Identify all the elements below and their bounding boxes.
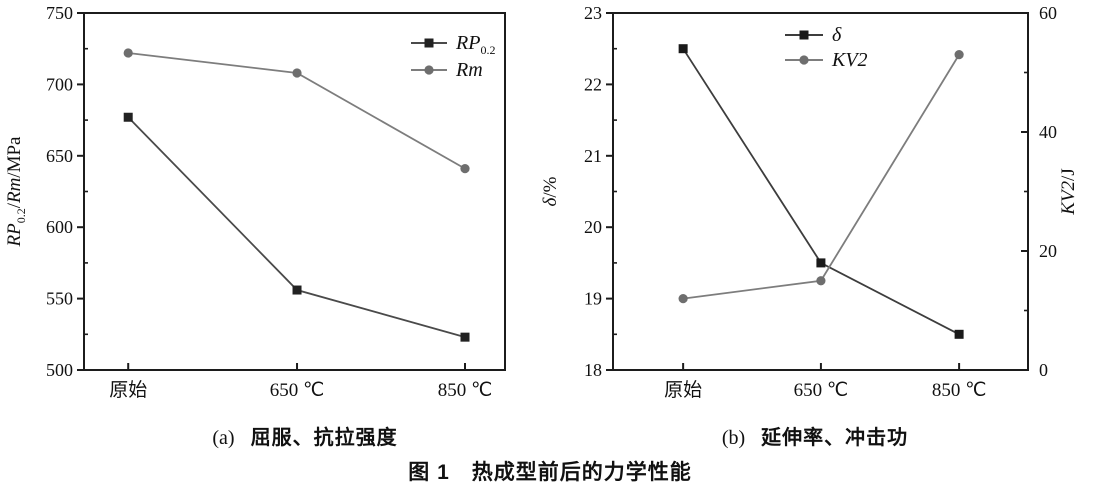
data-point-marker <box>954 329 964 339</box>
chart-panel-a: 500 550 600 650 700 750 RP0.2/Rm/MPa 原始 650 ℃ 850… <box>4 3 506 401</box>
legend-marker <box>424 38 434 48</box>
data-point-marker <box>816 276 826 286</box>
y-tick-label: 60 <box>1039 3 1057 23</box>
legend-label: KV2 <box>831 49 868 71</box>
data-point-marker <box>460 164 470 174</box>
x-tick-label: 650 ℃ <box>794 380 849 401</box>
legend: RP0.2Rm <box>411 32 495 81</box>
figure-caption-number: 图 1 <box>408 461 450 484</box>
y-tick-label: 750 <box>46 3 73 23</box>
plot-frame <box>612 12 1029 371</box>
chart-panel-b: 18 19 20 21 22 23 δ/% 0 20 40 60 KV2/J 原始 650 ℃ 850 ℃ δ… <box>540 3 1079 401</box>
y-tick-label: 700 <box>46 74 73 94</box>
panel-b-caption-prefix: (b) <box>721 427 746 449</box>
plot-frame <box>83 12 506 371</box>
legend-label: RP0.2 <box>455 32 495 57</box>
y-axis-left: 18 19 20 21 22 23 <box>584 3 617 380</box>
legend-marker <box>799 55 809 65</box>
y-tick-label: 500 <box>46 360 73 380</box>
panel-a-caption-text: 屈服、抗拉强度 <box>250 427 398 449</box>
x-axis: 原始 650 ℃ 850 ℃ <box>109 363 492 401</box>
data-point-marker <box>292 285 302 295</box>
panel-b-caption-text: 延伸率、冲击功 <box>761 427 909 449</box>
x-tick-label: 650 ℃ <box>270 380 325 401</box>
legend-label: δ <box>832 24 842 46</box>
y-tick-label: 40 <box>1039 122 1057 142</box>
data-point-marker <box>954 50 964 60</box>
y-tick-label: 20 <box>584 217 602 237</box>
series-line <box>127 116 466 339</box>
panel-a-caption: (a) 屈服、抗拉强度 <box>90 421 520 450</box>
y-axis-title-right: KV2/J <box>1058 168 1079 215</box>
panel-a-caption-prefix: (a) <box>212 427 235 449</box>
y-tick-label: 18 <box>584 360 602 380</box>
data-point-marker <box>123 112 133 122</box>
y-tick-label: 650 <box>46 146 73 166</box>
figure-caption: 图 1 热成型前后的力学性能 <box>0 456 1100 486</box>
legend: δ KV2 <box>785 24 868 71</box>
data-point-marker <box>816 258 826 268</box>
y-tick-label: 23 <box>584 3 602 23</box>
y-tick-label: 21 <box>584 146 602 166</box>
x-axis: 原始 650 ℃ 850 ℃ <box>664 363 986 401</box>
y-axis-title-left: δ/% <box>540 176 561 206</box>
y-tick-label: 22 <box>584 74 602 94</box>
series-δ <box>678 44 964 339</box>
data-point-marker <box>292 68 302 78</box>
data-point-marker <box>123 48 133 58</box>
legend-marker <box>424 65 434 75</box>
y-tick-label: 0 <box>1039 360 1048 380</box>
legend-marker <box>799 30 809 40</box>
y-axis-right: 0 20 40 60 <box>1021 3 1057 380</box>
y-tick-label: 550 <box>46 289 73 309</box>
legend-label: Rm <box>455 59 483 81</box>
x-tick-label: 850 ℃ <box>438 380 493 401</box>
series-line <box>682 48 960 336</box>
x-tick-label: 850 ℃ <box>932 380 987 401</box>
series-Rm <box>123 48 470 174</box>
series-RP0.2 <box>123 112 470 342</box>
series-KV2 <box>678 50 964 304</box>
y-tick-label: 20 <box>1039 241 1057 261</box>
x-tick-label: 原始 <box>109 379 147 401</box>
y-axis-title-left: RP0.2/Rm/MPa <box>4 136 28 248</box>
data-point-marker <box>678 294 688 304</box>
y-tick-label: 600 <box>46 217 73 237</box>
x-tick-label: 原始 <box>664 379 702 401</box>
data-point-marker <box>678 44 688 54</box>
figure-caption-text: 热成型前后的力学性能 <box>471 461 692 484</box>
y-tick-label: 19 <box>584 289 602 309</box>
data-point-marker <box>460 332 470 342</box>
panel-b-caption: (b) 延伸率、冲击功 <box>600 421 1030 450</box>
y-axis-left: 500 550 600 650 700 750 <box>46 3 88 380</box>
